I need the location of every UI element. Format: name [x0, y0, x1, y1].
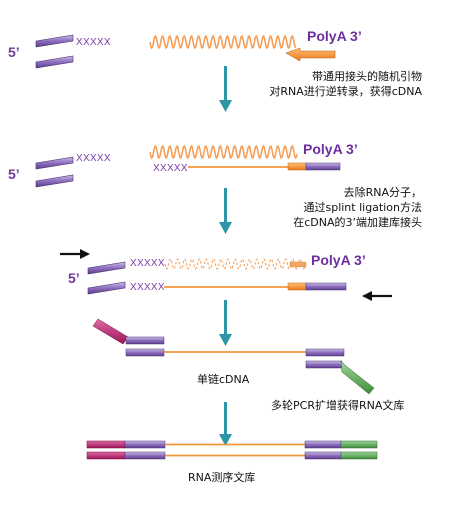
random-primer-adapter: [35, 55, 74, 69]
adapter-right-bottom: [305, 360, 343, 369]
library-purple-end: [124, 451, 166, 460]
adapter-top: [87, 261, 126, 275]
library-magenta-end: [86, 440, 126, 449]
adapter-bottom: [87, 281, 126, 295]
stage-2: [35, 144, 341, 188]
polya-primer-block: [287, 282, 307, 291]
library-magenta-end: [86, 451, 126, 460]
rna-strand-wave: [149, 34, 297, 50]
stage-4: [92, 318, 375, 395]
primer-direction-arrow-head: [80, 249, 90, 259]
library-green-end: [340, 440, 378, 449]
adapter-xxxxx-label: XXXXX: [130, 258, 165, 269]
adapter-right-top: [305, 348, 345, 357]
process-arrow: [219, 188, 232, 234]
adapter-block: [305, 162, 341, 171]
five-prime-label: 5’: [68, 270, 80, 286]
orange-adapter-top: [289, 261, 307, 268]
primer-purple-top: [125, 336, 165, 345]
pcr-primer-magenta: [92, 318, 129, 345]
step1-line2: 对RNA进行逆转录，获得cDNA: [269, 85, 422, 98]
process-arrow: [219, 300, 232, 346]
step1-caption: 带通用接头的随机引物 对RNA进行逆转录，获得cDNA: [240, 69, 422, 99]
primer-direction-arrow-head: [362, 291, 372, 301]
library-green-end: [340, 451, 378, 460]
adapter-block: [305, 282, 347, 291]
stage-5-library: [86, 440, 378, 460]
polya-primer-block: [287, 162, 307, 171]
pcr-primer-green: [340, 360, 375, 395]
single-strand-cdna-label: 单链cDNA: [197, 373, 250, 386]
adapter-left: [125, 348, 165, 357]
polya-label: PolyA 3’: [307, 28, 362, 44]
step2-line3: 在cDNA的3’端加建库接头: [293, 216, 422, 229]
process-arrow: [219, 66, 232, 112]
step2-line2: 通过splint ligation方法: [303, 201, 422, 214]
stage-3: [60, 249, 392, 301]
step2-line1: 去除RNA分子，: [343, 186, 422, 199]
cdna-xxxxx-label: XXXXX: [130, 282, 165, 293]
oligo-dt-primer: [285, 47, 336, 62]
library-purple-end: [124, 440, 166, 449]
polya-label: PolyA 3’: [311, 252, 366, 268]
rna-strand-wave: [149, 144, 298, 160]
library-purple-end: [304, 451, 342, 460]
pcr-step-label: 多轮PCR扩增获得RNA文库: [271, 399, 405, 412]
five-prime-label: 5’: [8, 44, 20, 60]
adapter-xxxxx-label: XXXXX: [76, 37, 111, 48]
removed-rna-dashed: [164, 258, 307, 270]
random-primer-adapter: [35, 34, 74, 48]
step1-line1: 带通用接头的随机引物: [312, 70, 422, 83]
polya-label: PolyA 3’: [303, 141, 358, 157]
five-prime-label: 5’: [8, 166, 20, 182]
random-primer-adapter: [35, 156, 74, 170]
step2-caption: 去除RNA分子， 通过splint ligation方法 在cDNA的3’端加建…: [226, 185, 422, 230]
library-purple-end: [304, 440, 342, 449]
random-primer-adapter: [35, 174, 74, 188]
process-arrow: [219, 402, 232, 446]
stage-1: [35, 34, 336, 69]
rna-library-label: RNA测序文库: [188, 471, 256, 484]
adapter-xxxxx-label: XXXXX: [76, 153, 111, 164]
cdna-xxxxx-label: XXXXX: [153, 163, 188, 174]
